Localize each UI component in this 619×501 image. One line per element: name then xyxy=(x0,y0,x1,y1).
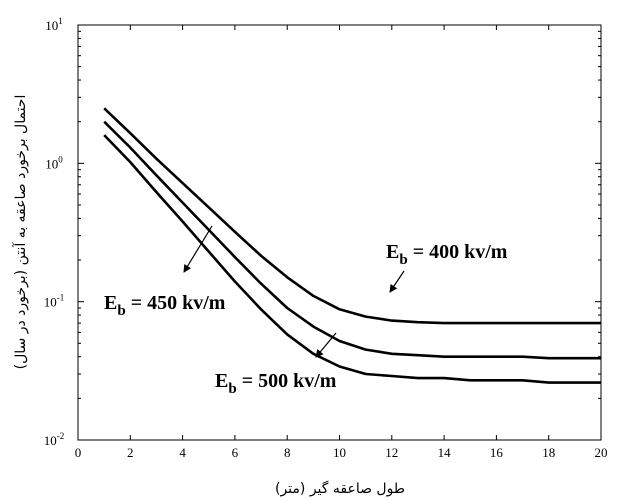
x-tick-label: 8 xyxy=(284,445,291,460)
y-tick-base: 10 xyxy=(45,156,58,171)
annotation-value: = 400 kv/m xyxy=(408,241,508,263)
x-tick-label: 20 xyxy=(595,445,608,460)
annotation-subscript: b xyxy=(117,303,125,319)
x-tick-label: 12 xyxy=(385,445,398,460)
y-tick-exponent: 1 xyxy=(58,16,63,26)
x-tick-label: 6 xyxy=(232,445,239,460)
x-tick-label: 16 xyxy=(490,445,504,460)
annotation-symbol: E xyxy=(386,241,399,263)
series-line-400 xyxy=(103,107,601,325)
y-tick-label: 100 xyxy=(45,154,63,171)
y-axis-label: احتمال برخورد صاعقه به آنتن (برخورد در س… xyxy=(12,95,29,370)
x-tick-label: 0 xyxy=(75,445,82,460)
series-lines xyxy=(103,107,601,384)
y-tick-exponent: -2 xyxy=(57,431,65,441)
y-tick-label: 101 xyxy=(45,16,63,33)
annotation-value: = 450 kv/m xyxy=(126,292,226,314)
y-tick-base: 10 xyxy=(45,18,58,33)
annotation-subscript: b xyxy=(399,252,407,268)
y-tick-label: 10-1 xyxy=(44,293,65,310)
x-tick-label: 2 xyxy=(127,445,134,460)
plot-area xyxy=(77,24,602,441)
series-annotation-label: Eb = 500 kv/m xyxy=(215,370,337,397)
y-tick-exponent: -1 xyxy=(57,293,65,303)
annotation-value: = 500 kv/m xyxy=(237,370,337,392)
series-line-450 xyxy=(103,120,601,360)
x-axis-label: طول صاعقه گیر (متر) xyxy=(275,480,405,497)
annotation-symbol: E xyxy=(215,370,228,392)
annotations: Eb = 400 kv/mEb = 450 kv/mEb = 500 kv/m xyxy=(104,225,508,397)
annotation-arrow xyxy=(389,270,405,293)
annotation-arrow xyxy=(183,225,213,273)
x-tick-label: 10 xyxy=(333,445,346,460)
x-tick-label: 18 xyxy=(542,445,555,460)
series-annotation-label: Eb = 400 kv/m xyxy=(386,241,508,268)
y-tick-base: 10 xyxy=(44,295,57,310)
annotation-symbol: E xyxy=(104,292,117,314)
x-tick-label: 4 xyxy=(179,445,186,460)
y-tick-label: 10-2 xyxy=(44,431,65,448)
y-tick-exponent: 0 xyxy=(58,154,63,164)
series-annotation-label: Eb = 450 kv/m xyxy=(104,292,226,319)
y-tick-base: 10 xyxy=(44,433,57,448)
annotation-subscript: b xyxy=(228,381,236,397)
series-line-500 xyxy=(103,134,601,384)
annotation-arrow xyxy=(315,332,337,358)
x-tick-label: 14 xyxy=(438,445,452,460)
